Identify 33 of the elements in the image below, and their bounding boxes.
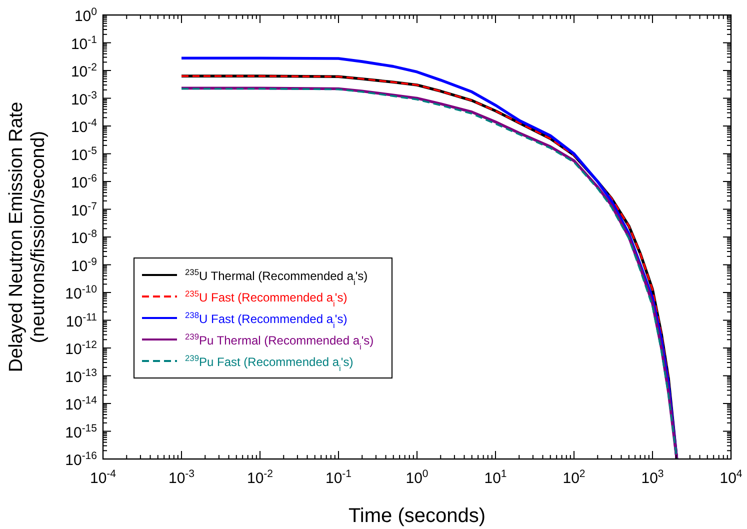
y-tick-label: 10$^{-2}$ xyxy=(70,62,98,80)
x-tick-label: 10$^{-4}$ xyxy=(90,468,116,487)
x-tick-label: 10$^{3}$ xyxy=(641,468,664,487)
y-tick-label: 10$^{-11}$ xyxy=(66,311,98,330)
legend-label: $^{239}$Pu Fast (Recommended a$_{i}$'s) xyxy=(185,353,354,373)
legend-label: $^{239}$Pu Thermal (Recommended a$_{i}$'s) xyxy=(185,332,374,352)
legend-label: $^{235}$U Fast (Recommended a$_{i}$'s) xyxy=(185,288,348,308)
y-tick-label: 10$^{-10}$ xyxy=(65,284,98,302)
y-tick-label: 10$^{-1}$ xyxy=(70,34,98,53)
y-tick-label: 10$^{-3}$ xyxy=(70,89,98,108)
y-tick-label: 10$^{-12}$ xyxy=(65,339,98,358)
y-tick-label: 10$^{-5}$ xyxy=(70,144,98,164)
y-tick-label: 10$^{-15}$ xyxy=(65,422,98,442)
x-tick-label: 10$^{4}$ xyxy=(720,468,742,487)
y-tick-label: 10$^{-13}$ xyxy=(65,366,98,386)
y-tick-label: 10$^{0}$ xyxy=(74,6,98,25)
y-tick-label: 10$^{-16}$ xyxy=(65,450,98,469)
x-tick-label: 10$^{-2}$ xyxy=(246,468,274,487)
y-tick-label: 10$^{-7}$ xyxy=(70,200,98,220)
x-axis-title: Time (seconds) xyxy=(348,505,486,527)
x-tick-label: 10$^{-3}$ xyxy=(168,468,195,487)
y-tick-label: 10$^{-4}$ xyxy=(70,117,98,136)
legend-label: $^{238}$U Fast (Recommended a$_{i}$'s) xyxy=(185,310,348,330)
y-tick-label: 10$^{-6}$ xyxy=(70,172,98,192)
y-tick-label: 10$^{-14}$ xyxy=(65,394,98,414)
x-tick-label: 10$^{-1}$ xyxy=(325,468,352,487)
y-tick-label: 10$^{-8}$ xyxy=(70,228,98,247)
x-tick-label: 10$^{1}$ xyxy=(484,468,507,487)
legend-label: $^{235}$U Thermal (Recommended a$_{i}$'s) xyxy=(185,267,368,287)
y-axis-title: Delayed Neutron Emission Rate (neutrons/fission/second) xyxy=(6,102,49,372)
x-tick-label: 10$^{0}$ xyxy=(406,468,428,487)
y-tick-label: 10$^{-9}$ xyxy=(70,256,98,275)
x-tick-label: 10$^{2}$ xyxy=(562,468,586,487)
